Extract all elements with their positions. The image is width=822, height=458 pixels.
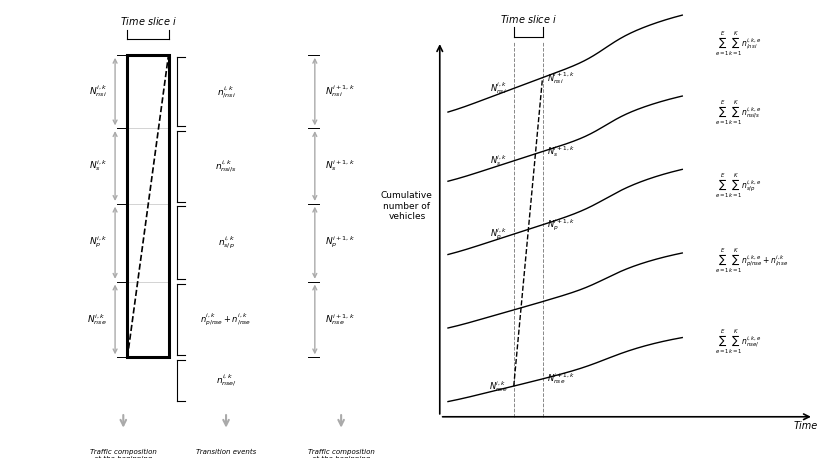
Text: $N_{nse}^{i+1,k}$: $N_{nse}^{i+1,k}$ — [547, 371, 575, 387]
Text: $n_{/nsi}^{i,k}$: $n_{/nsi}^{i,k}$ — [217, 84, 235, 99]
Text: $N_{p}^{i,k}$: $N_{p}^{i,k}$ — [490, 226, 507, 242]
Text: $N_{nsi}^{i+1,k}$: $N_{nsi}^{i+1,k}$ — [325, 84, 355, 99]
Text: $n_{s/p}^{i,k}$: $n_{s/p}^{i,k}$ — [218, 234, 234, 251]
Text: $\sum_{e=1}^{E}\sum_{k=1}^{K}n_{s/p}^{i,k,e}$: $\sum_{e=1}^{E}\sum_{k=1}^{K}n_{s/p}^{i,… — [715, 171, 762, 200]
Text: $N_{nsi}^{i,k}$: $N_{nsi}^{i,k}$ — [490, 81, 507, 96]
Text: $N_{nse}^{i,k}$: $N_{nse}^{i,k}$ — [489, 379, 507, 393]
Text: $\sum_{e=1}^{E}\sum_{k=1}^{K}n_{nsi/s}^{i,k,e}$: $\sum_{e=1}^{E}\sum_{k=1}^{K}n_{nsi/s}^{… — [715, 98, 762, 126]
Text: $N_{p}^{i+1,k}$: $N_{p}^{i+1,k}$ — [325, 235, 355, 251]
Text: Time slice $i$: Time slice $i$ — [500, 13, 556, 25]
Text: Cumulative
number of
vehicles: Cumulative number of vehicles — [381, 191, 433, 221]
Text: $N_{p}^{i,k}$: $N_{p}^{i,k}$ — [89, 235, 107, 251]
Bar — [127, 55, 169, 357]
Text: $N_{nsi}^{i,k}$: $N_{nsi}^{i,k}$ — [89, 84, 107, 99]
Text: Traffic composition
at the beginning
of time slice $i+1$: Traffic composition at the beginning of … — [307, 449, 375, 458]
Text: $N_{s}^{i,k}$: $N_{s}^{i,k}$ — [490, 153, 507, 169]
Text: $n_{nse/}^{i,k}$: $n_{nse/}^{i,k}$ — [215, 372, 237, 388]
Text: $\sum_{e=1}^{E}\sum_{k=1}^{K}n_{/nsi}^{i,k,e}$: $\sum_{e=1}^{E}\sum_{k=1}^{K}n_{/nsi}^{i… — [715, 29, 762, 58]
Text: $n_{p/nse}^{i,k} + n_{/nse}^{i,k}$: $n_{p/nse}^{i,k} + n_{/nse}^{i,k}$ — [201, 311, 252, 327]
Text: $N_{s}^{i+1,k}$: $N_{s}^{i+1,k}$ — [547, 144, 575, 159]
Text: $N_{p}^{i+1,k}$: $N_{p}^{i+1,k}$ — [547, 217, 575, 233]
Text: $\sum_{e=1}^{E}\sum_{k=1}^{K}n_{nse/}^{i,k,e}$: $\sum_{e=1}^{E}\sum_{k=1}^{K}n_{nse/}^{i… — [715, 327, 762, 355]
Text: $N_{nse}^{i+1,k}$: $N_{nse}^{i+1,k}$ — [325, 312, 355, 327]
Text: $n_{nsi/s}^{i,k}$: $n_{nsi/s}^{i,k}$ — [215, 158, 237, 174]
Text: $N_{nse}^{i,k}$: $N_{nse}^{i,k}$ — [87, 312, 107, 327]
Text: Transition events
during time slice $i$: Transition events during time slice $i$ — [194, 449, 258, 458]
Text: $\sum_{e=1}^{E}\sum_{k=1}^{K}n_{p/nse}^{i,k,e} + n_{/nse}^{i,k}$: $\sum_{e=1}^{E}\sum_{k=1}^{K}n_{p/nse}^{… — [715, 247, 788, 275]
Text: Time slice $i$: Time slice $i$ — [119, 16, 177, 27]
Text: $N_{s}^{i,k}$: $N_{s}^{i,k}$ — [89, 158, 107, 174]
Text: $N_{s}^{i+1,k}$: $N_{s}^{i+1,k}$ — [325, 158, 355, 174]
Text: Time: Time — [793, 421, 818, 431]
Text: Traffic composition
at the beginning
of time slice $i$: Traffic composition at the beginning of … — [90, 449, 157, 458]
Text: $N_{nsi}^{i+1,k}$: $N_{nsi}^{i+1,k}$ — [547, 70, 575, 86]
